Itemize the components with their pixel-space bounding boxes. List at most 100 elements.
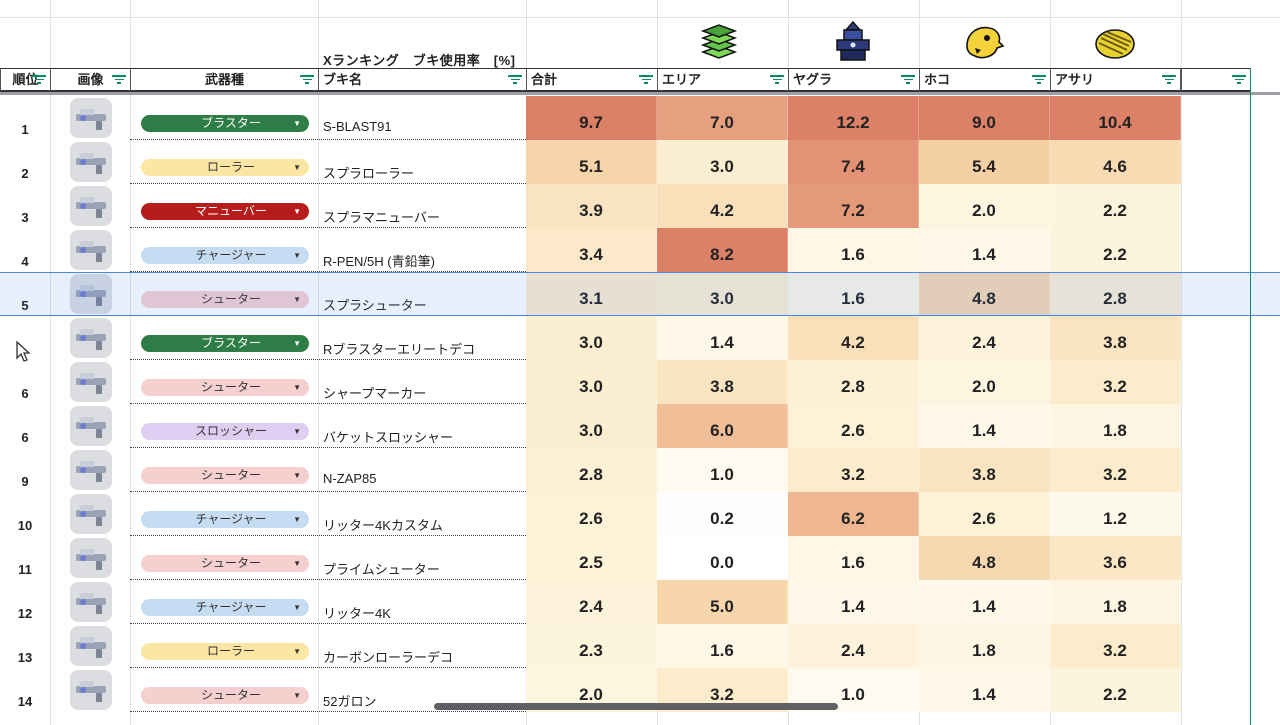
usage-cell-area[interactable]: 3.0 (657, 272, 788, 316)
chevron-down-icon[interactable]: ▼ (293, 163, 301, 172)
filter-icon[interactable] (112, 75, 126, 84)
weapon-name[interactable]: シャープマーカー (323, 386, 427, 401)
table-row[interactable]: 14 シューター ▼ 52ガロン 2.0 3.2 1.0 1.4 2.2 (0, 668, 1280, 712)
usage-cell-total[interactable]: 3.0 (526, 316, 657, 360)
usage-cell-yagura[interactable]: 6.2 (788, 492, 919, 536)
filter-icon[interactable] (770, 75, 784, 84)
usage-cell-hoko[interactable]: 5.4 (919, 140, 1050, 184)
usage-cell-hoko[interactable]: 1.4 (919, 668, 1050, 712)
rank-cell[interactable]: 10 (17, 518, 33, 533)
header-asari[interactable]: アサリ (1050, 68, 1181, 92)
usage-cell-area[interactable]: 7.0 (657, 96, 788, 140)
chevron-down-icon[interactable]: ▼ (293, 647, 301, 656)
weapon-type-dropdown[interactable]: ブラスター ▼ (141, 115, 309, 132)
chevron-down-icon[interactable]: ▼ (293, 559, 301, 568)
filter-icon[interactable] (1032, 75, 1046, 84)
chevron-down-icon[interactable]: ▼ (293, 295, 301, 304)
rank-cell[interactable]: 14 (17, 694, 33, 709)
header-image[interactable]: 画像 (50, 68, 130, 92)
header-empty[interactable] (1181, 68, 1251, 92)
usage-cell-total[interactable]: 2.6 (526, 492, 657, 536)
chevron-down-icon[interactable]: ▼ (293, 515, 301, 524)
weapon-name[interactable]: リッター4Kカスタム (323, 518, 443, 533)
usage-cell-total[interactable]: 2.5 (526, 536, 657, 580)
weapon-type-dropdown[interactable]: スロッシャー ▼ (141, 423, 309, 440)
chevron-down-icon[interactable]: ▼ (293, 119, 301, 128)
weapon-type-dropdown[interactable]: ローラー ▼ (141, 643, 309, 660)
usage-cell-hoko[interactable]: 4.8 (919, 536, 1050, 580)
usage-cell-asari[interactable]: 1.8 (1050, 580, 1181, 624)
usage-cell-asari[interactable]: 3.2 (1050, 624, 1181, 668)
usage-cell-area[interactable]: 1.0 (657, 448, 788, 492)
rank-cell[interactable]: 4 (21, 254, 29, 269)
usage-cell-area[interactable]: 3.0 (657, 140, 788, 184)
filter-icon[interactable] (32, 75, 46, 84)
usage-cell-total[interactable]: 3.0 (526, 360, 657, 404)
table-row[interactable]: 2 ローラー ▼ スプラローラー 5.1 3.0 7.4 5.4 4.6 (0, 140, 1280, 184)
usage-cell-yagura[interactable]: 3.2 (788, 448, 919, 492)
rank-cell[interactable]: 2 (21, 166, 29, 181)
usage-cell-total[interactable]: 5.1 (526, 140, 657, 184)
chevron-down-icon[interactable]: ▼ (293, 207, 301, 216)
usage-cell-hoko[interactable]: 1.4 (919, 580, 1050, 624)
usage-cell-total[interactable]: 3.9 (526, 184, 657, 228)
weapon-type-dropdown[interactable]: チャージャー ▼ (141, 599, 309, 616)
usage-cell-hoko[interactable]: 1.4 (919, 404, 1050, 448)
usage-cell-yagura[interactable]: 2.4 (788, 624, 919, 668)
rank-cell[interactable]: 9 (21, 474, 29, 489)
weapon-name[interactable]: スプラシューター (323, 298, 427, 313)
chevron-down-icon[interactable]: ▼ (293, 427, 301, 436)
weapon-name[interactable]: カーボンローラーデコ (323, 650, 454, 665)
table-row[interactable]: ブラスター ▼ Rブラスターエリートデコ 3.0 1.4 4.2 2.4 3.8 (0, 316, 1280, 360)
table-row[interactable]: 11 シューター ▼ プライムシューター 2.5 0.0 1.6 4.8 3.6 (0, 536, 1280, 580)
usage-cell-hoko[interactable]: 3.8 (919, 448, 1050, 492)
table-row[interactable]: 10 チャージャー ▼ リッター4Kカスタム 2.6 0.2 6.2 2.6 1.2 (0, 492, 1280, 536)
usage-cell-yagura[interactable]: 1.6 (788, 272, 919, 316)
table-row[interactable]: 6 スロッシャー ▼ バケットスロッシャー 3.0 6.0 2.6 1.4 1.8 (0, 404, 1280, 448)
usage-cell-area[interactable]: 0.2 (657, 492, 788, 536)
usage-cell-yagura[interactable]: 7.4 (788, 140, 919, 184)
rank-cell[interactable]: 6 (21, 430, 29, 445)
table-row[interactable]: 3 マニューバー ▼ スプラマニューバー 3.9 4.2 7.2 2.0 2.2 (0, 184, 1280, 228)
usage-cell-yagura[interactable]: 12.2 (788, 96, 919, 140)
filter-icon[interactable] (508, 75, 522, 84)
weapon-name[interactable]: プライムシューター (323, 562, 440, 577)
chevron-down-icon[interactable]: ▼ (293, 471, 301, 480)
header-area[interactable]: エリア (657, 68, 788, 92)
usage-cell-total[interactable]: 2.8 (526, 448, 657, 492)
filter-icon[interactable] (1162, 75, 1176, 84)
usage-cell-yagura[interactable]: 1.6 (788, 228, 919, 272)
filter-icon[interactable] (300, 75, 314, 84)
usage-cell-hoko[interactable]: 2.4 (919, 316, 1050, 360)
usage-cell-asari[interactable]: 10.4 (1050, 96, 1181, 140)
weapon-type-dropdown[interactable]: マニューバー ▼ (141, 203, 309, 220)
rank-cell[interactable]: 12 (17, 606, 33, 621)
filter-icon[interactable] (639, 75, 653, 84)
weapon-name[interactable]: スプラマニューバー (323, 210, 440, 225)
table-row[interactable]: 5 シューター ▼ スプラシューター 3.1 3.0 1.6 4.8 2.8 (0, 272, 1280, 316)
usage-cell-yagura[interactable]: 1.4 (788, 580, 919, 624)
header-name[interactable]: ブキ名 (318, 68, 526, 92)
usage-cell-area[interactable]: 1.4 (657, 316, 788, 360)
chevron-down-icon[interactable]: ▼ (293, 383, 301, 392)
usage-cell-asari[interactable]: 2.2 (1050, 228, 1181, 272)
weapon-name[interactable]: リッター4K (323, 606, 391, 621)
usage-cell-hoko[interactable]: 4.8 (919, 272, 1050, 316)
weapon-type-dropdown[interactable]: シューター ▼ (141, 291, 309, 308)
usage-cell-asari[interactable]: 3.8 (1050, 316, 1181, 360)
chevron-down-icon[interactable]: ▼ (293, 251, 301, 260)
table-row[interactable]: 9 シューター ▼ N-ZAP85 2.8 1.0 3.2 3.8 3.2 (0, 448, 1280, 492)
horizontal-scrollbar[interactable] (434, 703, 838, 710)
usage-cell-area[interactable]: 3.8 (657, 360, 788, 404)
usage-cell-yagura[interactable]: 7.2 (788, 184, 919, 228)
weapon-name[interactable]: Rブラスターエリートデコ (323, 342, 476, 357)
table-row[interactable]: 6 シューター ▼ シャープマーカー 3.0 3.8 2.8 2.0 3.2 (0, 360, 1280, 404)
header-hoko[interactable]: ホコ (919, 68, 1050, 92)
usage-cell-asari[interactable]: 2.2 (1050, 184, 1181, 228)
weapon-name[interactable]: バケットスロッシャー (323, 430, 454, 445)
chevron-down-icon[interactable]: ▼ (293, 339, 301, 348)
usage-cell-asari[interactable]: 3.2 (1050, 448, 1181, 492)
rank-cell[interactable]: 1 (21, 122, 29, 137)
filter-icon[interactable] (901, 75, 915, 84)
weapon-type-dropdown[interactable]: ブラスター ▼ (141, 335, 309, 352)
